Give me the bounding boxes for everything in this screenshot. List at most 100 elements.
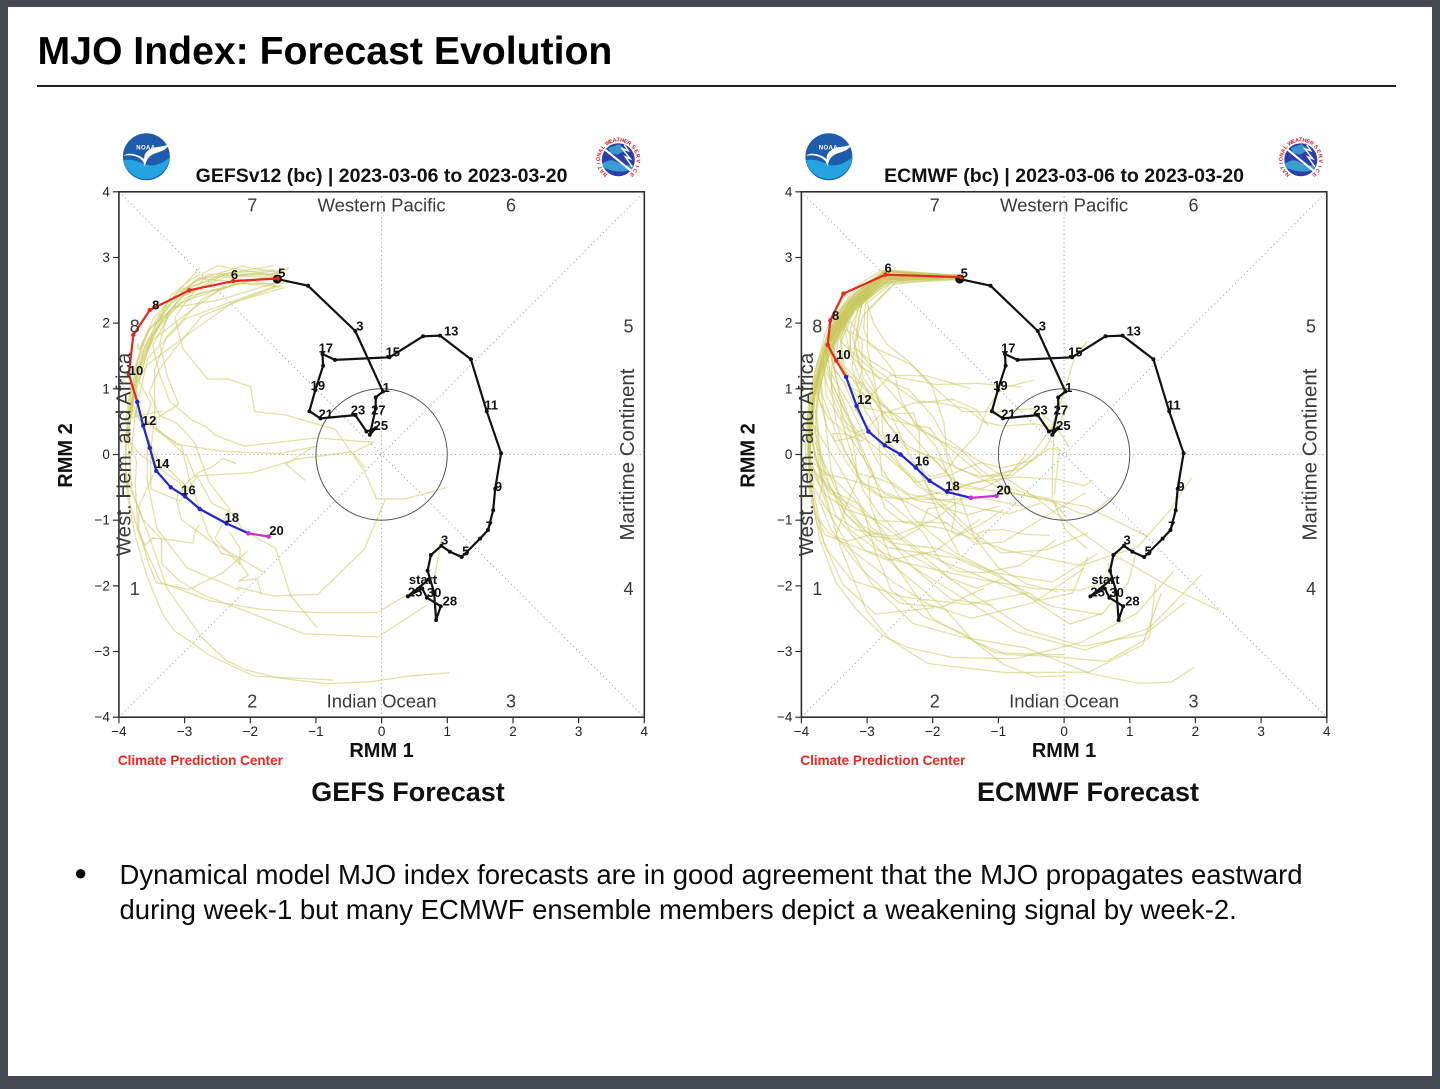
svg-text:21: 21 bbox=[319, 406, 333, 421]
svg-text:0: 0 bbox=[378, 724, 386, 739]
svg-text:23: 23 bbox=[351, 402, 365, 417]
svg-text:6: 6 bbox=[231, 267, 238, 282]
svg-text:RMM 1: RMM 1 bbox=[349, 740, 413, 762]
svg-text:1: 1 bbox=[444, 724, 452, 739]
svg-text:25: 25 bbox=[408, 584, 422, 599]
svg-text:Western Pacific: Western Pacific bbox=[318, 195, 446, 216]
svg-text:T: T bbox=[597, 164, 604, 170]
svg-text:· · ·: · · · bbox=[1298, 136, 1307, 142]
svg-text:6: 6 bbox=[1188, 196, 1198, 216]
svg-text:E: E bbox=[608, 138, 614, 145]
svg-text:−1: −1 bbox=[308, 724, 323, 739]
svg-text:−4: −4 bbox=[111, 724, 127, 739]
svg-text:7: 7 bbox=[930, 196, 940, 216]
svg-text:20: 20 bbox=[269, 523, 283, 538]
svg-text:E: E bbox=[628, 171, 635, 178]
svg-text:I: I bbox=[633, 164, 639, 168]
svg-text:· · ·: · · · bbox=[616, 136, 625, 142]
svg-text:3: 3 bbox=[1123, 532, 1130, 547]
svg-text:4: 4 bbox=[623, 579, 633, 599]
svg-text:1: 1 bbox=[383, 380, 390, 395]
svg-text:3: 3 bbox=[1257, 724, 1265, 739]
svg-text:ECMWF Forecast: ECMWF Forecast bbox=[977, 777, 1199, 807]
svg-text:5: 5 bbox=[1145, 544, 1152, 559]
svg-text:West. Hem. and Africa: West. Hem. and Africa bbox=[113, 352, 136, 556]
svg-text:H: H bbox=[1302, 138, 1307, 145]
svg-text:W: W bbox=[1287, 139, 1295, 147]
svg-text:4: 4 bbox=[1306, 579, 1316, 599]
svg-text:5: 5 bbox=[1306, 316, 1316, 336]
svg-text:−3: −3 bbox=[859, 724, 874, 739]
svg-text:9: 9 bbox=[1177, 479, 1184, 494]
svg-text:A: A bbox=[1281, 167, 1288, 174]
svg-text:12: 12 bbox=[857, 392, 871, 407]
svg-text:NOAA: NOAA bbox=[819, 145, 839, 151]
svg-text:A: A bbox=[612, 138, 617, 145]
svg-text:E: E bbox=[1305, 139, 1311, 146]
svg-text:4: 4 bbox=[785, 184, 793, 199]
svg-text:Indian Ocean: Indian Ocean bbox=[1009, 690, 1119, 711]
svg-text:17: 17 bbox=[319, 341, 333, 356]
svg-text:−1: −1 bbox=[991, 724, 1006, 739]
svg-text:−2: −2 bbox=[94, 578, 109, 593]
svg-text:17: 17 bbox=[1001, 341, 1015, 356]
svg-text:E: E bbox=[623, 139, 629, 146]
svg-text:19: 19 bbox=[311, 378, 325, 393]
svg-text:3: 3 bbox=[356, 318, 363, 333]
svg-text:13: 13 bbox=[1126, 324, 1140, 339]
svg-text:4: 4 bbox=[1323, 724, 1331, 739]
svg-text:−1: −1 bbox=[777, 513, 792, 528]
svg-text:N: N bbox=[596, 152, 603, 157]
svg-text:R: R bbox=[625, 140, 632, 147]
svg-text:3: 3 bbox=[506, 691, 516, 711]
svg-text:7: 7 bbox=[247, 196, 257, 216]
svg-text:25: 25 bbox=[1056, 418, 1070, 433]
svg-text:RMM 1: RMM 1 bbox=[1032, 740, 1096, 762]
svg-text:−3: −3 bbox=[94, 644, 109, 659]
svg-text:3: 3 bbox=[785, 250, 793, 265]
svg-text:S: S bbox=[630, 144, 637, 151]
svg-text:E: E bbox=[1310, 171, 1317, 178]
svg-text:E: E bbox=[1315, 149, 1322, 155]
svg-text:−4: −4 bbox=[94, 710, 110, 725]
svg-text:1: 1 bbox=[130, 579, 140, 599]
svg-text:14: 14 bbox=[885, 431, 900, 446]
svg-text:4: 4 bbox=[641, 724, 649, 739]
svg-text:O: O bbox=[1279, 157, 1285, 161]
svg-text:Maritime Continent: Maritime Continent bbox=[616, 368, 639, 540]
svg-text:V: V bbox=[1317, 159, 1323, 163]
svg-text:16: 16 bbox=[181, 483, 195, 498]
svg-text:−2: −2 bbox=[925, 724, 940, 739]
svg-text:25: 25 bbox=[1090, 584, 1104, 599]
svg-text:T: T bbox=[1299, 138, 1303, 144]
svg-text:Climate Prediction Center: Climate Prediction Center bbox=[118, 753, 284, 768]
svg-text:GEFS Forecast: GEFS Forecast bbox=[311, 777, 505, 807]
svg-text:start: start bbox=[409, 572, 438, 587]
svg-text:27: 27 bbox=[1054, 402, 1068, 417]
svg-text:4: 4 bbox=[102, 184, 110, 199]
svg-text:−1: −1 bbox=[94, 513, 109, 528]
svg-text:A: A bbox=[1295, 138, 1300, 145]
svg-text:1: 1 bbox=[812, 579, 822, 599]
svg-text:West. Hem. and Africa: West. Hem. and Africa bbox=[795, 352, 818, 556]
svg-text:6: 6 bbox=[506, 196, 516, 216]
svg-text:5: 5 bbox=[623, 316, 633, 336]
svg-text:Western Pacific: Western Pacific bbox=[1000, 195, 1128, 216]
svg-text:−4: −4 bbox=[777, 710, 793, 725]
svg-text:I: I bbox=[596, 161, 602, 164]
svg-text:−3: −3 bbox=[177, 724, 192, 739]
svg-text:ECMWF (bc) | 2023-03-06 to 202: ECMWF (bc) | 2023-03-06 to 2023-03-20 bbox=[884, 165, 1244, 187]
svg-text:RMM 2: RMM 2 bbox=[55, 423, 77, 487]
svg-text:1: 1 bbox=[1126, 724, 1134, 739]
svg-text:A: A bbox=[599, 167, 606, 174]
svg-text:8: 8 bbox=[152, 297, 159, 312]
svg-text:7: 7 bbox=[1168, 519, 1175, 534]
svg-text:2: 2 bbox=[785, 316, 793, 331]
svg-text:Indian Ocean: Indian Ocean bbox=[327, 690, 437, 711]
svg-text:2: 2 bbox=[930, 691, 940, 711]
svg-text:3: 3 bbox=[102, 250, 110, 265]
svg-text:30: 30 bbox=[1109, 585, 1123, 600]
svg-text:A: A bbox=[598, 148, 605, 154]
svg-text:I: I bbox=[1316, 164, 1322, 168]
svg-text:10: 10 bbox=[836, 347, 850, 362]
